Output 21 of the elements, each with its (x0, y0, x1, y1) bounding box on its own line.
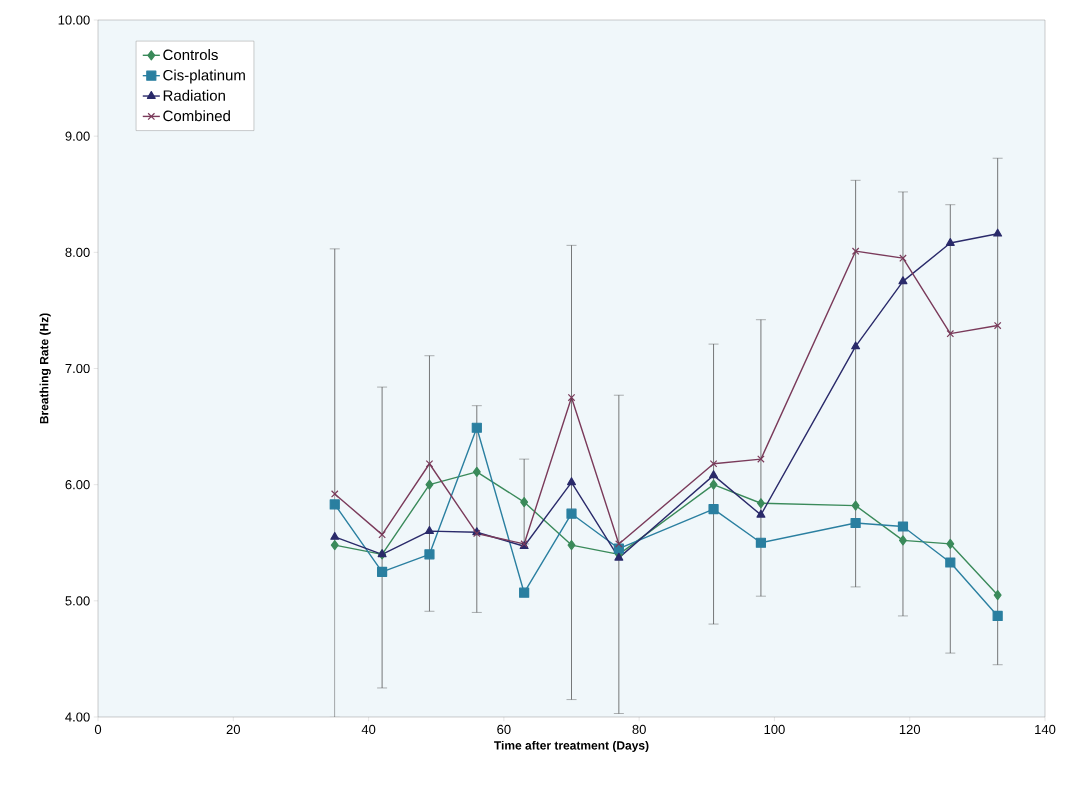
y-tick-label: 5.00 (65, 596, 90, 606)
y-tick-label: 4.00 (65, 712, 90, 722)
y-tick-label: 7.00 (65, 363, 90, 374)
x-tick-label: 20 (226, 724, 241, 734)
x-axis-title: Time after treatment (Days) (494, 740, 649, 753)
x-tick-label: 60 (497, 724, 511, 734)
x-tick-label: 80 (632, 724, 646, 734)
x-tick-label: 120 (899, 724, 921, 734)
x-tick-label: 100 (764, 724, 785, 734)
x-tick-label: 140 (1035, 724, 1056, 734)
legend-label: Radiation (163, 89, 225, 101)
x-tick-label: 0 (94, 724, 102, 734)
y-tick-label: 8.00 (65, 247, 90, 257)
x-tick-label: 40 (361, 724, 376, 734)
legend-label: Controls (163, 49, 218, 61)
y-tick-label: 9.00 (65, 131, 90, 141)
legend-label: Combined (163, 110, 230, 122)
y-tick-label: 6.00 (65, 480, 90, 490)
legend-label: Cis-platinum (163, 69, 245, 84)
y-axis-title: Breathing Rate (Hz) (39, 313, 51, 424)
y-tick-label: 10.00 (58, 15, 90, 25)
